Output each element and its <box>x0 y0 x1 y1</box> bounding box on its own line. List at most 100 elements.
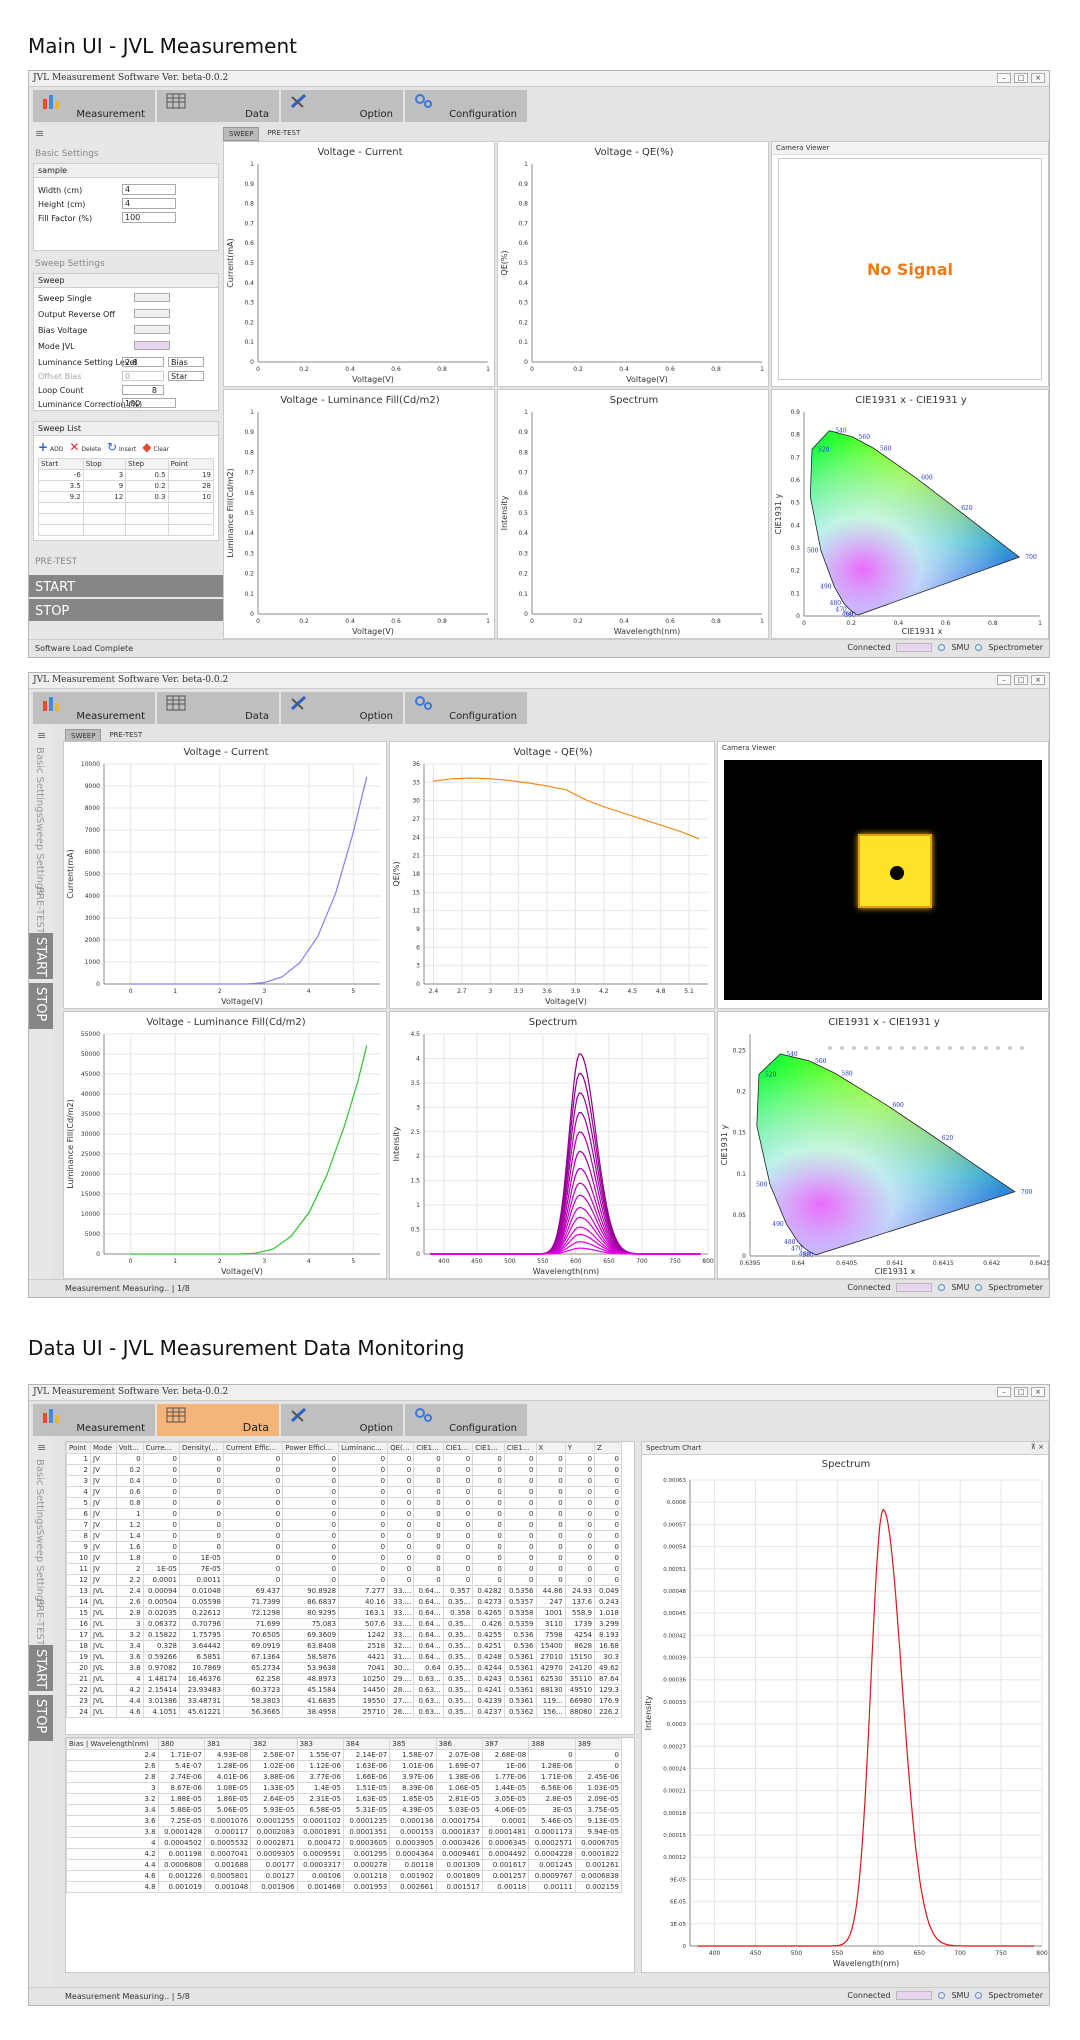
table-row[interactable]: 23 JVL 4.4 3.01386 33.48731 58.3803 41.6835 195… <box>66 1695 622 1707</box>
smu-radio[interactable] <box>938 644 946 651</box>
table-row[interactable]: 7 JV 1.2 0 0 0 0 0 0 0 0 0 0 0 0 0 <box>66 1519 622 1531</box>
connection-toggle[interactable] <box>896 1991 933 2000</box>
pin-icon[interactable]: ⊼ × <box>1030 1443 1044 1451</box>
table-row[interactable]: 3.6 7.25E-05 0.0001076 0.0001255 0.0001102 0.… <box>66 1815 623 1827</box>
connection-toggle[interactable] <box>896 1283 933 1292</box>
nav-measurement[interactable]: Measurement <box>33 90 155 122</box>
start-button[interactable]: START <box>29 575 223 597</box>
hamburger-icon[interactable]: ≡ <box>37 1441 47 1454</box>
vertical-pretest[interactable]: PRE-TEST <box>34 1599 45 1646</box>
stop-button[interactable]: STOP <box>29 599 223 621</box>
vertical-basic-settings[interactable]: Basic Settings <box>34 747 45 818</box>
table-row[interactable]: 10 JV 1.8 0 1E-05 0 0 0 0 0 0 0 0 0 0 0 <box>66 1552 622 1564</box>
pretest-header[interactable]: PRE-TEST <box>35 557 78 567</box>
start-button[interactable]: START <box>29 933 53 979</box>
spectrum-col-header[interactable]: 385 <box>389 1738 437 1750</box>
offset-bias-select[interactable]: Star <box>168 371 204 381</box>
data-col-header[interactable]: Luminanc... <box>338 1442 389 1454</box>
data-col-header[interactable]: Volt... <box>115 1442 144 1454</box>
nav-data[interactable]: Data <box>157 90 279 122</box>
nav-option[interactable]: Option <box>281 1404 403 1436</box>
nav-data[interactable]: Data <box>157 1404 279 1436</box>
delete-button[interactable]: ✕ Delete <box>69 440 102 454</box>
spectrometer-radio[interactable] <box>975 1284 983 1291</box>
table-row[interactable]: 3.4 5.86E-05 5.06E-05 5.93E-05 6.58E-05 5.31E… <box>66 1804 623 1816</box>
sweep-settings-header[interactable]: Sweep Settings <box>35 259 105 269</box>
tab-pretest[interactable]: PRE-TEST <box>109 731 143 739</box>
nav-configuration[interactable]: Configuration <box>405 692 527 724</box>
luminance-level-select[interactable]: Bias <box>168 357 204 367</box>
table-row[interactable]: 22 JVL 4.2 2.15414 23.93483 60.3723 45.1584 144… <box>66 1684 622 1696</box>
table-row[interactable]: 3.8 0.0001428 0.000117 0.0002083 0.0001891 0.… <box>66 1826 623 1838</box>
spectrum-col-header[interactable]: Bias | Wavelength(nm) <box>66 1738 159 1750</box>
table-row[interactable]: 6 JV 1 0 0 0 0 0 0 0 0 0 0 0 0 0 <box>66 1508 622 1520</box>
spectrum-col-header[interactable]: 383 <box>296 1738 344 1750</box>
spectrum-col-header[interactable]: 382 <box>250 1738 298 1750</box>
data-col-header[interactable]: Density(... <box>178 1442 225 1454</box>
spectrum-col-header[interactable]: 386 <box>435 1738 483 1750</box>
table-row[interactable]: 19 JVL 3.6 0.59266 6.5851 67.1364 58.5876 4421 3… <box>66 1651 622 1663</box>
close-button[interactable]: × <box>1031 675 1045 685</box>
height-input[interactable]: 4 <box>122 198 176 209</box>
vertical-sweep-settings[interactable]: Sweep Settings <box>34 817 45 895</box>
spectrometer-radio[interactable] <box>975 1992 983 1999</box>
tab-pretest[interactable]: PRE-TEST <box>267 129 301 137</box>
sweep-row[interactable]: 3.5 9 0.2 28 <box>38 480 215 492</box>
fill-factor-input[interactable]: 100 <box>122 212 176 223</box>
nav-data[interactable]: Data <box>157 692 279 724</box>
output-reverse-toggle[interactable] <box>134 309 170 318</box>
close-button[interactable]: × <box>1031 1387 1045 1397</box>
offset-bias-input[interactable]: 0 <box>122 371 164 381</box>
table-row[interactable]: 11 JV 2 1E-05 7E-05 0 0 0 0 0 0 0 0 0 0 0 <box>66 1563 622 1575</box>
data-col-header[interactable]: CIE1... <box>442 1442 474 1454</box>
maximize-button[interactable]: □ <box>1014 73 1028 83</box>
table-row[interactable]: 20 JVL 3.8 0.97082 10.7869 65.2734 53.9638 7041… <box>66 1662 622 1674</box>
data-col-header[interactable]: Current Effic... <box>222 1442 284 1454</box>
data-col-header[interactable]: Mode <box>90 1442 117 1454</box>
data-col-header[interactable]: Y <box>564 1442 596 1454</box>
spectrum-col-header[interactable]: 381 <box>203 1738 252 1750</box>
table-row[interactable]: 4.8 0.001019 0.001048 0.001906 0.001468 0.001… <box>66 1881 623 1893</box>
table-row[interactable]: 17 JVL 3.2 0.15822 1.75795 70.6505 69.3609 1242… <box>66 1629 622 1641</box>
spectrum-col-header[interactable]: 380 <box>157 1738 205 1750</box>
table-row[interactable]: 1 JV 0 0 0 0 0 0 0 0 0 0 0 0 0 0 <box>66 1453 622 1465</box>
table-row[interactable]: 14 JVL 2.6 0.00504 0.05598 71.7399 86.6837 40.1… <box>66 1596 622 1608</box>
table-row[interactable]: 21 JVL 4 1.48174 16.46376 62.258 48.8973 10250 2… <box>66 1673 622 1685</box>
insert-button[interactable]: ↻ Insert <box>107 440 137 454</box>
mode-jvl-toggle[interactable] <box>134 341 170 350</box>
maximize-button[interactable]: □ <box>1014 1387 1028 1397</box>
data-col-header[interactable]: QE(... <box>387 1442 415 1454</box>
tab-sweep[interactable]: SWEEP <box>223 127 260 141</box>
table-row[interactable]: 2.8 2.74E-06 4.01E-06 3.88E-06 3.77E-06 1.66E… <box>66 1771 623 1783</box>
table-row[interactable]: 5 JV 0.8 0 0 0 0 0 0 0 0 0 0 0 0 0 <box>66 1497 622 1509</box>
data-col-header[interactable]: Point <box>66 1442 92 1454</box>
data-col-header[interactable]: CIE1... <box>503 1442 537 1454</box>
data-col-header[interactable]: CIE1... <box>413 1442 444 1454</box>
hamburger-icon[interactable]: ≡ <box>35 127 45 140</box>
hamburger-icon[interactable]: ≡ <box>37 729 47 742</box>
sweep-row[interactable]: 9.2 12 0.3 10 <box>38 491 215 503</box>
luminance-correction-input[interactable]: 100 <box>122 398 176 408</box>
minimize-button[interactable]: – <box>997 73 1011 83</box>
spectrum-col-header[interactable]: 389 <box>574 1738 623 1750</box>
start-button[interactable]: START <box>29 1645 53 1691</box>
table-row[interactable]: 2 JV 0.2 0 0 0 0 0 0 0 0 0 0 0 0 0 <box>66 1464 622 1476</box>
table-row[interactable]: 2.4 1.71E-07 4.93E-08 2.58E-07 1.55E-07 2.14E… <box>66 1749 623 1761</box>
table-row[interactable]: 8 JV 1.4 0 0 0 0 0 0 0 0 0 0 0 0 0 <box>66 1530 622 1542</box>
table-row[interactable]: 16 JVL 3 0.06372 0.70796 71.699 75.083 507.6 33.… <box>66 1618 622 1630</box>
maximize-button[interactable]: □ <box>1014 675 1028 685</box>
add-button[interactable]: + ADD <box>38 440 64 454</box>
nav-configuration[interactable]: Configuration <box>405 1404 527 1436</box>
vertical-pretest[interactable]: PRE-TEST <box>34 887 45 934</box>
table-row[interactable]: 12 JV 2.2 0.0001 0.0011 0 0 0 0 0 0 0 0 0 0 0 <box>66 1574 622 1586</box>
table-row[interactable]: 4.6 0.001226 0.0005801 0.00127 0.00106 0.0012… <box>66 1870 623 1882</box>
loop-count-stepper[interactable]: 8 <box>122 385 164 395</box>
table-row[interactable]: 18 JVL 3.4 0.328 3.64442 69.0919 63.8408 2518 32… <box>66 1640 622 1652</box>
basic-settings-header[interactable]: Basic Settings <box>35 149 99 159</box>
minimize-button[interactable]: – <box>997 675 1011 685</box>
smu-radio[interactable] <box>938 1992 946 1999</box>
close-button[interactable]: × <box>1031 73 1045 83</box>
table-row[interactable]: 4 JV 0.6 0 0 0 0 0 0 0 0 0 0 0 0 0 <box>66 1486 622 1498</box>
connection-toggle[interactable] <box>896 643 933 652</box>
table-row[interactable]: 9 JV 1.6 0 0 0 0 0 0 0 0 0 0 0 0 0 <box>66 1541 622 1553</box>
